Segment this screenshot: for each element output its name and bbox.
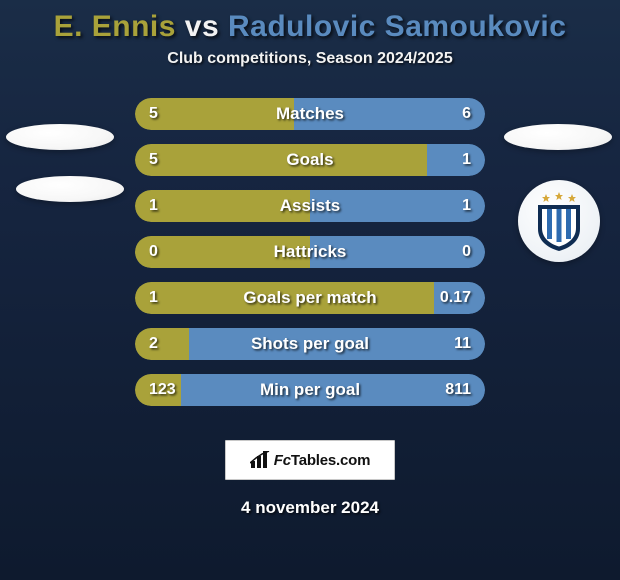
stat-value-left: 1 <box>149 190 158 222</box>
stat-label: Shots per goal <box>135 328 485 360</box>
stat-label: Hattricks <box>135 236 485 268</box>
stat-value-right: 1 <box>462 144 471 176</box>
stat-label: Matches <box>135 98 485 130</box>
team-oval-left <box>6 124 114 150</box>
footer-brand-suffix: Tables.com <box>291 452 370 469</box>
stat-row: Hattricks0 0 <box>135 236 485 268</box>
footer-brand-text: FcTables.com <box>274 452 371 469</box>
footer-brand-prefix: Fc <box>274 452 291 469</box>
stat-value-right: 1 <box>462 190 471 222</box>
stat-label: Goals <box>135 144 485 176</box>
stat-value-right: 811 <box>445 374 471 406</box>
title-right-name: Radulovic Samoukovic <box>228 10 566 43</box>
stat-value-right: 0 <box>462 236 471 268</box>
stat-row: Matches5 6 <box>135 98 485 130</box>
stat-value-right: 11 <box>454 328 471 360</box>
title-left-name: E. Ennis <box>54 10 176 43</box>
bar-chart-icon <box>250 451 270 469</box>
stat-value-right: 6 <box>462 98 471 130</box>
subtitle: Club competitions, Season 2024/2025 <box>0 50 620 68</box>
stat-value-right: 0.17 <box>440 282 471 314</box>
stat-row: Goals5 1 <box>135 144 485 176</box>
stat-value-left: 2 <box>149 328 158 360</box>
stat-row: Min per goal123 811 <box>135 374 485 406</box>
stat-value-left: 5 <box>149 98 158 130</box>
team-badge-right <box>518 180 600 262</box>
stat-row: Shots per goal2 11 <box>135 328 485 360</box>
stat-row: Assists1 1 <box>135 190 485 222</box>
stat-label: Min per goal <box>135 374 485 406</box>
title-vs: vs <box>185 10 228 43</box>
stat-value-left: 1 <box>149 282 158 314</box>
stat-value-left: 0 <box>149 236 158 268</box>
crest-icon <box>532 191 586 251</box>
crest-stars-icon <box>542 192 576 202</box>
stat-label: Goals per match <box>135 282 485 314</box>
footer-brand: FcTables.com <box>225 440 395 480</box>
content: E. Ennis vs Radulovic Samoukovic Club co… <box>0 0 620 580</box>
team-oval-right <box>504 124 612 150</box>
stat-value-left: 123 <box>149 374 176 406</box>
stat-row: Goals per match1 0.17 <box>135 282 485 314</box>
stat-value-left: 5 <box>149 144 158 176</box>
date-text: 4 november 2024 <box>0 498 620 518</box>
team-oval-left <box>16 176 124 202</box>
page-title: E. Ennis vs Radulovic Samoukovic <box>0 8 620 50</box>
stat-label: Assists <box>135 190 485 222</box>
